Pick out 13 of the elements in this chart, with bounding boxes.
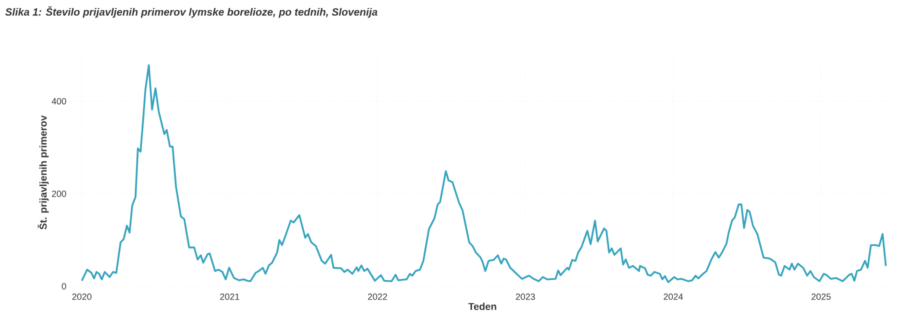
y-axis-title: Št. prijavljenih primerov xyxy=(38,115,49,230)
x-tick-label: 2020 xyxy=(72,294,92,300)
line-series xyxy=(80,64,887,284)
x-axis-title: Teden xyxy=(468,302,496,310)
x-tick-label: 2021 xyxy=(220,294,240,300)
y-tick-label: 400 xyxy=(52,98,66,104)
y-tick-label: 200 xyxy=(52,190,66,197)
x-tick-label: 2024 xyxy=(664,294,683,300)
y-tick-label: 0 xyxy=(62,283,66,290)
x-tick-label: 2022 xyxy=(368,294,388,300)
x-tick-label: 2023 xyxy=(516,294,535,300)
x-tick-label: 2025 xyxy=(812,294,831,300)
chart-title: Slika 1: Število prijavljenih primerov lymske borelioze, po tednih, Slovenija xyxy=(5,6,378,18)
